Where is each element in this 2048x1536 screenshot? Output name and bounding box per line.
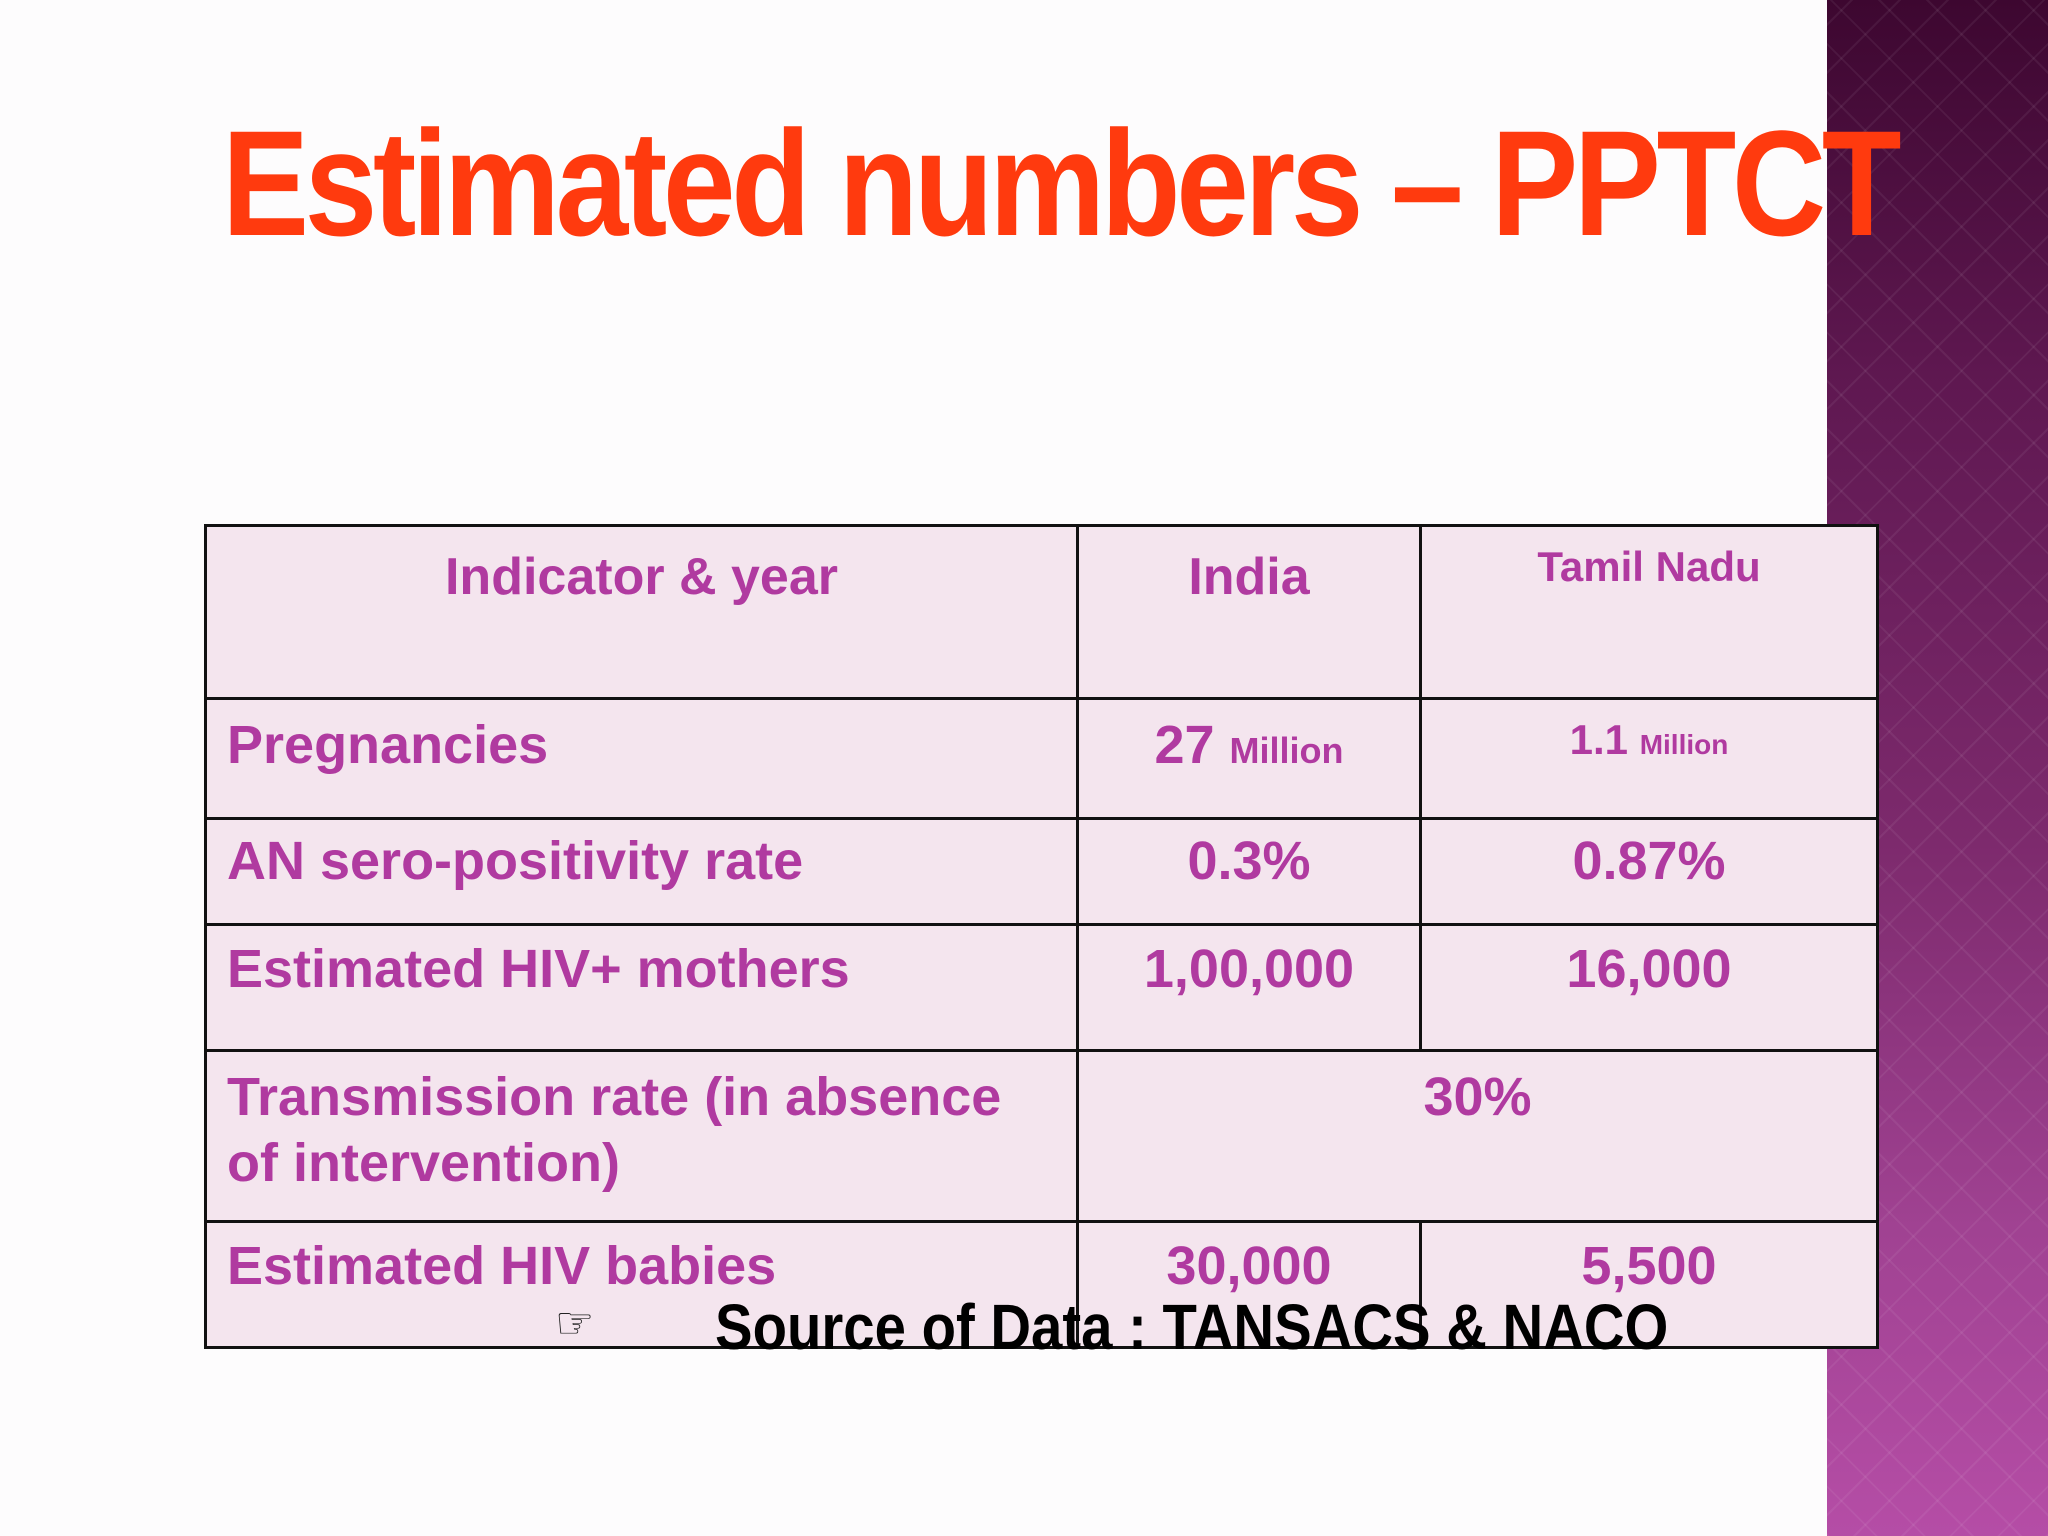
- header-tamil-nadu: Tamil Nadu: [1419, 524, 1879, 700]
- source-note: ☞ Source of Data : TANSACS & NACO: [555, 1290, 1755, 1370]
- value: 27: [1154, 715, 1215, 775]
- slide-title: Estimated numbers – PPTCT: [222, 99, 1902, 267]
- cell-india: 30,000: [1076, 1220, 1422, 1349]
- cell-tamil-nadu: 16,000: [1419, 923, 1879, 1052]
- cell-india: 0.3%: [1076, 817, 1422, 926]
- header-india: India: [1076, 524, 1422, 700]
- table-row: AN sero-positivity rate 0.3% 0.87%: [204, 817, 1879, 926]
- unit: Million: [1229, 730, 1344, 771]
- row-label-line: of intervention): [227, 1133, 620, 1193]
- table-header-row: Indicator & year India Tamil Nadu: [204, 524, 1879, 700]
- row-label-line: Transmission rate (in absence: [227, 1067, 1002, 1127]
- pointing-hand-icon: ☞: [555, 1298, 595, 1349]
- cell-india: 27 Million: [1076, 697, 1422, 820]
- source-text: Source of Data : TANSACS & NACO: [715, 1291, 1669, 1363]
- table-row: Transmission rate (in absence of interven…: [204, 1049, 1879, 1223]
- cell-tamil-nadu: 0.87%: [1419, 817, 1879, 926]
- value: 1.1: [1569, 716, 1629, 763]
- data-table: Indicator & year India Tamil Nadu Pregna…: [204, 524, 1879, 1349]
- cell-india: 1,00,000: [1076, 923, 1422, 1052]
- cell-combined: 30%: [1076, 1049, 1879, 1223]
- table-row: Pregnancies 27 Million 1.1 Million: [204, 697, 1879, 820]
- header-indicator: Indicator & year: [204, 524, 1079, 700]
- table-row: Estimated HIV babies 30,000 5,500: [204, 1220, 1879, 1349]
- table-row: Estimated HIV+ mothers 1,00,000 16,000: [204, 923, 1879, 1052]
- row-label: Estimated HIV+ mothers: [204, 923, 1079, 1052]
- cell-tamil-nadu: 5,500: [1419, 1220, 1879, 1349]
- row-label: Transmission rate (in absence of interven…: [204, 1049, 1079, 1223]
- row-label: AN sero-positivity rate: [204, 817, 1079, 926]
- row-label: Pregnancies: [204, 697, 1079, 820]
- row-label: Estimated HIV babies: [204, 1220, 1079, 1349]
- unit: Million: [1639, 729, 1729, 760]
- cell-tamil-nadu: 1.1 Million: [1419, 697, 1879, 820]
